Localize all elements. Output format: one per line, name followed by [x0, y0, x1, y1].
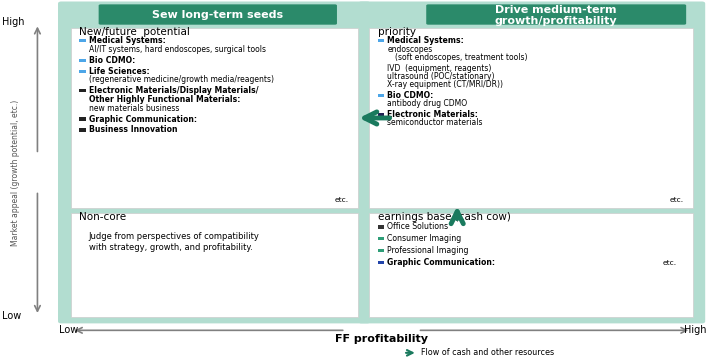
- Bar: [79, 129, 86, 132]
- Bar: [378, 39, 384, 42]
- Text: Low: Low: [2, 311, 22, 321]
- Text: Office Solutions: Office Solutions: [387, 223, 449, 231]
- Text: new materials business: new materials business: [89, 104, 179, 113]
- Text: endoscopes: endoscopes: [387, 45, 433, 54]
- Text: priority: priority: [378, 27, 416, 37]
- Bar: [79, 39, 86, 42]
- FancyBboxPatch shape: [71, 28, 358, 208]
- Text: etc.: etc.: [670, 197, 684, 203]
- Text: semiconductor materials: semiconductor materials: [387, 118, 483, 127]
- Text: Electronic Materials:: Electronic Materials:: [387, 110, 478, 119]
- Text: Market appeal (growth potential, etc.): Market appeal (growth potential, etc.): [12, 99, 20, 245]
- Text: Medical Systems:: Medical Systems:: [89, 36, 166, 45]
- Text: Bio CDMO:: Bio CDMO:: [89, 56, 135, 65]
- Text: Life Sciences:: Life Sciences:: [89, 67, 149, 76]
- FancyBboxPatch shape: [359, 3, 704, 322]
- FancyBboxPatch shape: [426, 4, 686, 25]
- Bar: [79, 118, 86, 121]
- Bar: [79, 89, 86, 93]
- Text: Medical Systems:: Medical Systems:: [387, 36, 464, 45]
- Text: New/future  potential: New/future potential: [79, 27, 190, 37]
- Text: High: High: [683, 325, 706, 335]
- Bar: [79, 58, 86, 62]
- Text: Judge from perspectives of compatibility
with strategy, growth, and profitabilit: Judge from perspectives of compatibility…: [89, 232, 259, 252]
- Bar: [378, 94, 384, 97]
- Text: Consumer Imaging: Consumer Imaging: [387, 234, 462, 243]
- Text: Electronic Materials/Display Materials/: Electronic Materials/Display Materials/: [89, 86, 258, 95]
- FancyBboxPatch shape: [59, 3, 369, 322]
- Text: Flow of cash and other resources: Flow of cash and other resources: [421, 348, 554, 357]
- Text: IVD  (equipment, reagents): IVD (equipment, reagents): [387, 64, 492, 73]
- Bar: [79, 70, 86, 73]
- Bar: [378, 249, 384, 253]
- Bar: [378, 113, 384, 116]
- Text: Professional Imaging: Professional Imaging: [387, 246, 469, 255]
- Text: Non-core: Non-core: [79, 212, 126, 223]
- FancyBboxPatch shape: [71, 213, 358, 317]
- Text: High: High: [2, 17, 24, 27]
- FancyBboxPatch shape: [369, 213, 693, 317]
- Text: Graphic Communication:: Graphic Communication:: [387, 258, 495, 267]
- Text: Graphic Communication:: Graphic Communication:: [89, 115, 197, 123]
- Text: etc.: etc.: [662, 260, 677, 266]
- Text: earnings base (cash cow): earnings base (cash cow): [378, 212, 511, 223]
- Text: (soft endoscopes, treatment tools): (soft endoscopes, treatment tools): [395, 53, 527, 62]
- Text: X-ray equipment (CT/MRI/DR)): X-ray equipment (CT/MRI/DR)): [387, 80, 503, 89]
- Bar: [378, 261, 384, 265]
- Text: (regenerative medicine/growth media/reagents): (regenerative medicine/growth media/reag…: [89, 76, 274, 84]
- Text: antibody drug CDMO: antibody drug CDMO: [387, 99, 467, 108]
- Text: Low: Low: [59, 325, 78, 335]
- Text: ultrasound (POC/stationary): ultrasound (POC/stationary): [387, 72, 495, 81]
- Text: Drive medium-term
growth/profitability: Drive medium-term growth/profitability: [495, 5, 618, 26]
- Text: Sew long-term seeds: Sew long-term seeds: [152, 9, 284, 20]
- Text: etc.: etc.: [335, 197, 349, 203]
- Text: Bio CDMO:: Bio CDMO:: [387, 91, 433, 100]
- FancyBboxPatch shape: [99, 4, 337, 25]
- Text: Other Highly Functional Materials:: Other Highly Functional Materials:: [89, 95, 240, 104]
- Text: Business Innovation: Business Innovation: [89, 126, 177, 134]
- Bar: [378, 237, 384, 241]
- Text: FF profitability: FF profitability: [335, 334, 428, 344]
- Bar: [378, 225, 384, 229]
- Text: AI/IT systems, hard endoscopes, surgical tools: AI/IT systems, hard endoscopes, surgical…: [89, 45, 266, 54]
- FancyBboxPatch shape: [369, 28, 693, 208]
